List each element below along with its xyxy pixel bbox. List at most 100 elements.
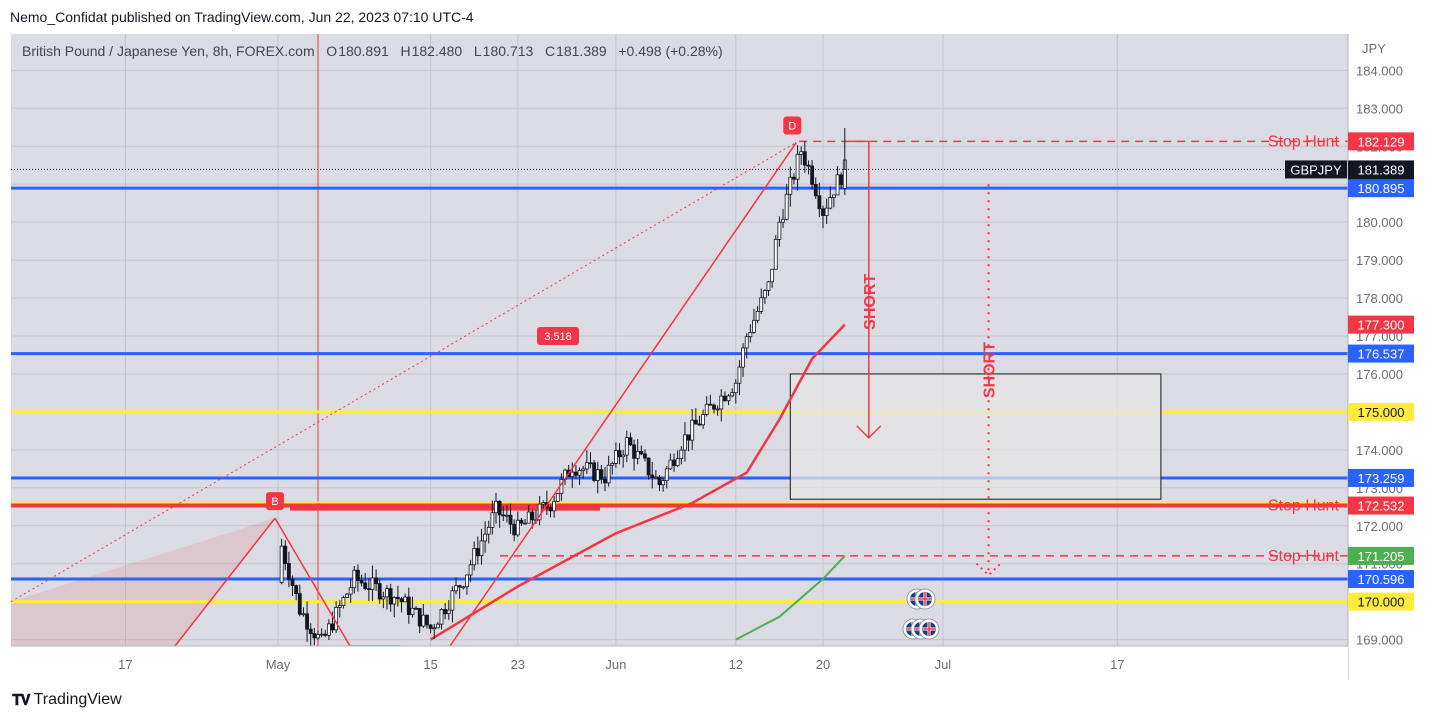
candle-bull [621, 454, 626, 458]
candle-bull [301, 613, 306, 616]
candle-bull [741, 347, 745, 368]
candle-last [842, 169, 847, 189]
point-d-label-bg [783, 116, 802, 135]
candle-bear [290, 578, 295, 587]
time-tick-label: 17 [118, 657, 132, 672]
pattern-leg-ab [174, 517, 276, 647]
ohlc-legend: British Pound / Japanese Yen, 8h, FOREX.… [22, 43, 723, 59]
candle-bear [723, 395, 727, 402]
candle-bull [472, 548, 477, 566]
price-badge-text-stop-hunt-high: 182.129 [1358, 134, 1405, 149]
candle-bear [395, 596, 400, 600]
candle-bull [319, 633, 324, 636]
ratio-label-bg [537, 327, 579, 345]
candle-bull [610, 463, 615, 466]
candle-bear [399, 598, 404, 603]
point-d-label: D [788, 120, 796, 132]
candle-bull [715, 408, 720, 411]
time-axis[interactable]: 17 May 15 23 Jun 12 20 Jul 17 [11, 645, 1348, 680]
candle-bull [570, 471, 575, 478]
price-axis[interactable]: JPY184.000183.000182.000181.000180.00017… [1285, 34, 1428, 680]
candle-bull [679, 449, 684, 460]
pattern-fill-xab [11, 518, 275, 646]
candle-bull [653, 476, 658, 479]
candle-bull [770, 268, 775, 283]
price-badge-symbol [1285, 160, 1347, 179]
close-label: C [544, 43, 556, 59]
candle-bear [388, 588, 393, 605]
candle-bull [704, 403, 709, 415]
time-tick-label: 20 [816, 657, 830, 672]
price-badge-last-price [1348, 160, 1414, 179]
candle-bear [512, 523, 517, 536]
price-tick-label: 179.000 [1356, 253, 1403, 268]
footer-brand[interactable]: 𝐓𝐕 TradingView [12, 691, 122, 709]
point-b-label-bg [266, 492, 284, 511]
candle-bear [414, 607, 418, 610]
candle-bear [286, 563, 291, 580]
candle-bull [370, 577, 375, 590]
price-badge-blue-level-4 [1348, 570, 1414, 589]
candle-bear [697, 423, 702, 426]
candle-bear [643, 453, 647, 459]
candle-bear [646, 457, 651, 476]
candle-bear [283, 545, 288, 564]
candle-bear [356, 569, 360, 581]
candle-bull [337, 605, 342, 608]
candle-bull [490, 512, 495, 528]
candle-bear [475, 548, 480, 557]
candle-bull [788, 176, 793, 195]
price-badge-yellow-level-170 [1348, 592, 1414, 611]
candle-bear [508, 514, 513, 525]
publisher-line: Nemo_Confidat published on TradingView.c… [10, 9, 474, 25]
candle-bull [675, 458, 680, 467]
high-label: H [400, 43, 411, 59]
candle-bull [726, 395, 731, 402]
candle-bull [824, 207, 829, 216]
pattern-dotted-xd [10, 142, 797, 603]
price-badge-ema-red [1348, 315, 1414, 334]
horizontal-levels [11, 140, 1348, 604]
candle-bull [795, 153, 800, 180]
candle-bull [454, 585, 458, 592]
candle-bear [312, 633, 317, 639]
candle-bear [417, 608, 422, 627]
candle-bull [835, 174, 840, 196]
low-label: L [473, 43, 482, 59]
legend-title: British Pound / Japanese Yen, 8h, FOREX.… [22, 43, 315, 59]
candle-bear [672, 459, 676, 467]
candle-bear [297, 593, 302, 615]
candle-bear [792, 176, 796, 180]
candle-bull [730, 392, 735, 397]
candle-bull [781, 218, 785, 223]
candle-bear [632, 444, 636, 459]
candle-bear [366, 588, 371, 591]
candle-bull [279, 545, 284, 584]
candle-bull [494, 500, 498, 514]
candle-bull [719, 395, 724, 410]
candle-bull [701, 414, 705, 426]
candle-bull [515, 519, 520, 536]
candle-bear [686, 434, 691, 441]
candle-bull [392, 596, 397, 605]
chart-labels: B D 3.518 SHORT SHORT Stop Hunt Stop Hunt Stop … [266, 116, 1340, 640]
candle-bull [755, 311, 760, 321]
candle-bull [410, 607, 415, 615]
candle-bull [316, 634, 320, 639]
price-badge-stop-hunt-high [1348, 132, 1414, 151]
candle-bull [523, 522, 527, 525]
candle-bear [457, 585, 462, 588]
candle-bull [345, 593, 349, 598]
price-tick-label: 184.000 [1356, 63, 1403, 78]
price-badge-text-symbol: GBPJPY [1290, 162, 1342, 177]
candle-bull [744, 336, 749, 349]
candle-bear [323, 633, 328, 636]
candle-bull [748, 332, 753, 338]
candle-bull [403, 596, 408, 603]
point-b-label: B [271, 496, 278, 508]
candle-bear [693, 419, 698, 425]
price-badge-text-blue-level-2: 176.537 [1358, 347, 1405, 362]
price-badge-text-yellow-level-170: 170.000 [1358, 595, 1405, 610]
candle-bull [421, 614, 426, 627]
